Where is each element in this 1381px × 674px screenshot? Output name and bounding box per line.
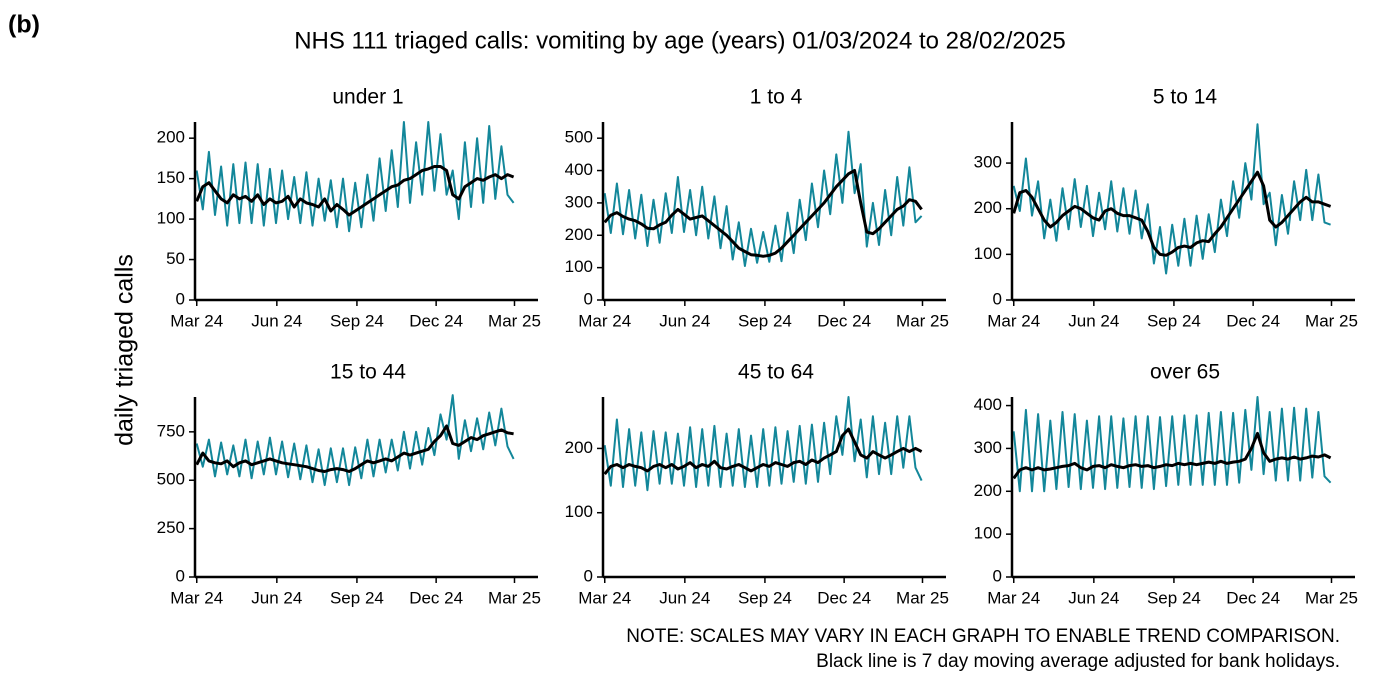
x-tick-label: Dec 24 bbox=[1226, 588, 1280, 607]
x-tick-label: Jun 24 bbox=[1068, 311, 1119, 330]
series-line bbox=[603, 130, 923, 267]
series-line bbox=[603, 169, 923, 258]
panel-title: 45 to 64 bbox=[738, 361, 814, 384]
y-tick-label: 0 bbox=[584, 289, 593, 308]
series-line bbox=[195, 394, 515, 487]
series-line bbox=[603, 396, 923, 492]
y-tick-label: 150 bbox=[157, 168, 185, 187]
x-tick-label: Mar 25 bbox=[488, 588, 541, 607]
y-axis-label: daily triaged calls bbox=[111, 254, 139, 446]
x-tick-label: Jun 24 bbox=[659, 588, 710, 607]
x-tick-label: Sep 24 bbox=[1147, 311, 1201, 330]
y-tick-label: 300 bbox=[565, 192, 593, 211]
panel-title: 5 to 14 bbox=[1153, 86, 1218, 109]
x-tick-label: Mar 25 bbox=[896, 588, 949, 607]
panel-title: 1 to 4 bbox=[750, 86, 803, 109]
note: Black line is 7 day moving average adjus… bbox=[816, 651, 1340, 672]
x-tick-label: Mar 24 bbox=[987, 588, 1040, 607]
y-tick-label: 0 bbox=[993, 566, 1002, 585]
x-tick-label: Mar 25 bbox=[488, 311, 541, 330]
y-tick-label: 500 bbox=[565, 128, 593, 147]
x-tick-label: Mar 24 bbox=[170, 311, 223, 330]
series-line bbox=[195, 121, 515, 233]
series-line bbox=[195, 424, 514, 473]
x-tick-label: Mar 24 bbox=[987, 311, 1040, 330]
x-tick-label: Dec 24 bbox=[409, 588, 463, 607]
panel-title: 15 to 44 bbox=[330, 361, 406, 384]
y-tick-label: 0 bbox=[176, 289, 185, 308]
series-line bbox=[603, 427, 923, 476]
series-line bbox=[1012, 396, 1332, 493]
y-tick-label: 0 bbox=[993, 289, 1002, 308]
x-tick-label: Mar 25 bbox=[1305, 588, 1358, 607]
y-tick-label: 50 bbox=[166, 249, 185, 268]
series-line bbox=[1012, 170, 1332, 257]
y-tick-label: 100 bbox=[974, 244, 1002, 263]
panel-label: (b) bbox=[8, 11, 40, 39]
x-tick-label: Sep 24 bbox=[738, 588, 792, 607]
y-tick-label: 200 bbox=[565, 225, 593, 244]
x-tick-label: Mar 24 bbox=[578, 311, 631, 330]
x-tick-label: Jun 24 bbox=[251, 311, 302, 330]
chart-title: NHS 111 triaged calls: vomiting by age (… bbox=[294, 27, 1066, 54]
y-tick-label: 400 bbox=[974, 395, 1002, 414]
x-tick-label: Jun 24 bbox=[1068, 588, 1119, 607]
y-tick-label: 200 bbox=[974, 481, 1002, 500]
y-tick-label: 0 bbox=[584, 566, 593, 585]
y-tick-label: 300 bbox=[974, 153, 1002, 172]
panel-title: under 1 bbox=[332, 86, 403, 109]
x-tick-label: Mar 25 bbox=[1305, 311, 1358, 330]
y-tick-label: 100 bbox=[157, 209, 185, 228]
x-tick-label: Mar 24 bbox=[578, 588, 631, 607]
y-tick-label: 400 bbox=[565, 160, 593, 179]
x-tick-label: Dec 24 bbox=[1226, 311, 1280, 330]
x-tick-label: Jun 24 bbox=[659, 311, 710, 330]
x-tick-label: Dec 24 bbox=[817, 311, 871, 330]
x-tick-label: Sep 24 bbox=[738, 311, 792, 330]
y-tick-label: 200 bbox=[157, 128, 185, 147]
x-tick-label: Sep 24 bbox=[1147, 588, 1201, 607]
series-line bbox=[195, 165, 515, 217]
y-tick-label: 0 bbox=[176, 566, 185, 585]
y-tick-label: 200 bbox=[974, 198, 1002, 217]
y-tick-label: 100 bbox=[565, 257, 593, 276]
y-tick-label: 200 bbox=[565, 438, 593, 457]
x-tick-label: Sep 24 bbox=[330, 588, 384, 607]
panel-title: over 65 bbox=[1150, 361, 1220, 384]
y-tick-label: 100 bbox=[565, 502, 593, 521]
x-tick-label: Dec 24 bbox=[817, 588, 871, 607]
note: NOTE: SCALES MAY VARY IN EACH GRAPH TO E… bbox=[626, 626, 1340, 647]
y-tick-label: 750 bbox=[157, 421, 185, 440]
x-tick-label: Mar 25 bbox=[896, 311, 949, 330]
y-tick-label: 100 bbox=[974, 524, 1002, 543]
series-line bbox=[1012, 431, 1332, 480]
series-line bbox=[1012, 123, 1331, 275]
x-tick-label: Jun 24 bbox=[251, 588, 302, 607]
x-tick-label: Mar 24 bbox=[170, 588, 223, 607]
y-tick-label: 500 bbox=[157, 470, 185, 489]
x-tick-label: Dec 24 bbox=[409, 311, 463, 330]
x-tick-label: Sep 24 bbox=[330, 311, 384, 330]
y-tick-label: 300 bbox=[974, 438, 1002, 457]
y-tick-label: 250 bbox=[157, 518, 185, 537]
